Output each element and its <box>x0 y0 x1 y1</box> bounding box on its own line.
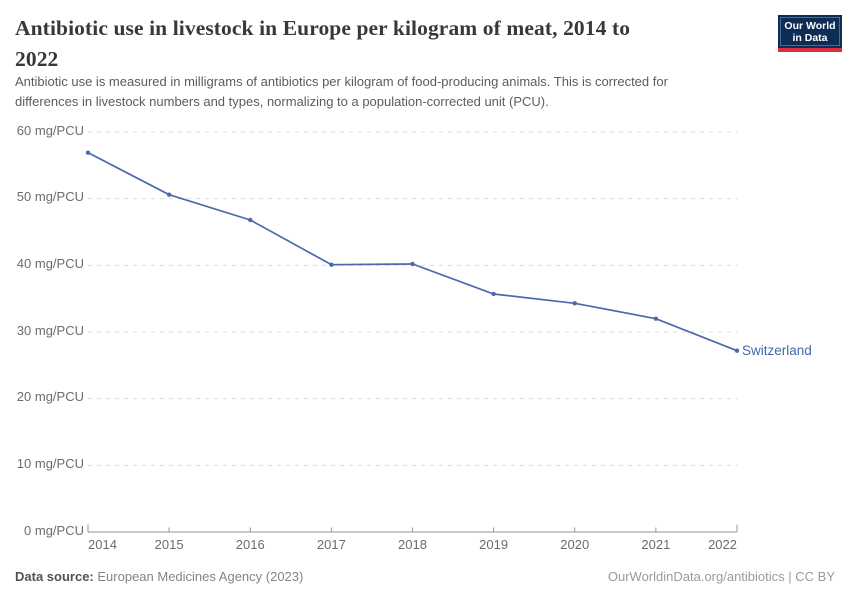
data-point <box>572 301 577 306</box>
data-line-switzerland <box>87 151 738 352</box>
owid-logo-text: Our World in Data <box>778 15 842 48</box>
data-source-label: Data source: <box>15 569 94 584</box>
page-title: Antibiotic use in livestock in Europe pe… <box>15 13 760 75</box>
data-point <box>410 261 415 267</box>
credit-link[interactable]: OurWorldinData.org/antibiotics | CC BY <box>607 569 835 584</box>
owid-logo-line1: Our World <box>784 19 836 32</box>
data-point <box>85 150 91 155</box>
page-title-line2: 2022 <box>15 47 59 71</box>
data-point <box>734 348 740 353</box>
data-point <box>248 217 253 223</box>
data-point <box>329 262 334 267</box>
data-point <box>166 192 172 197</box>
data-source-value: European Medicines Agency (2023) <box>97 569 304 584</box>
chart-subtitle-line2: differences in livestock numbers and typ… <box>15 93 549 109</box>
data-point <box>653 316 659 321</box>
page-title-line1: Antibiotic use in livestock in Europe pe… <box>15 16 631 40</box>
chart-subtitle-line1: Antibiotic use is measured in milligrams… <box>15 74 668 89</box>
data-source-note: Data source: European Medicines Agency (… <box>15 569 303 584</box>
chart-subtitle: Antibiotic use is measured in milligrams… <box>15 72 785 111</box>
data-point <box>491 291 496 297</box>
owid-logo-line2: in Data <box>792 31 828 44</box>
chart-footer: Data source: European Medicines Agency (… <box>15 569 835 584</box>
